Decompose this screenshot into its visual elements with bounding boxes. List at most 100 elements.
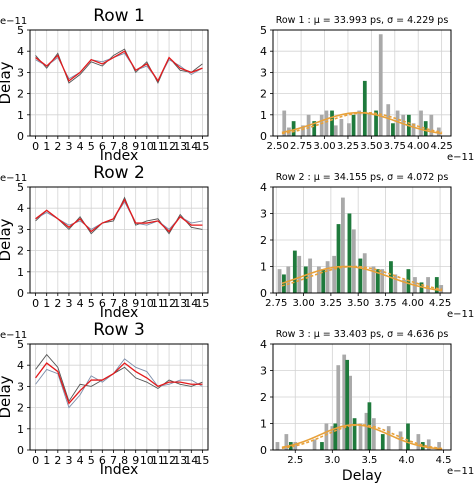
y-tick-label: 4 [17, 202, 24, 215]
histogram-bar-green [321, 269, 326, 293]
y-tick-label: 0 [260, 287, 267, 300]
x-tick-label: 4 [77, 297, 84, 310]
histogram-bar-gray [340, 197, 345, 293]
x-tick-label: 0 [32, 297, 39, 310]
x-tick-label: 2.50 [267, 141, 289, 152]
histogram-bar-gray [416, 434, 421, 450]
x-tick-label: 5 [88, 140, 95, 153]
y-tick-label: 0 [260, 130, 267, 143]
x-tick-label: 9 [132, 140, 139, 153]
x-tick-label: 3 [65, 454, 72, 467]
histogram-bar-green [358, 258, 363, 293]
histogram-bar-gray [325, 261, 330, 293]
x-tick-label: 2.75 [265, 298, 287, 309]
histogram-bar-green [345, 359, 350, 450]
histogram-bar-gray [411, 123, 416, 136]
histogram-bar-gray [342, 354, 347, 450]
x-axis-label: Delay [342, 468, 382, 484]
x-tick-label: 14 [184, 297, 198, 310]
x-tick-label: 13 [173, 297, 187, 310]
y-tick-label: 1 [260, 418, 267, 431]
histogram-row-2: 0 1 2 3 4 2.75 3.00 3.25 3.50 3.75 4.00 4.25e−11 Row… [260, 172, 474, 320]
y-tick-label: 5 [17, 181, 24, 194]
y-tick-label: 0 [260, 444, 267, 457]
x-tick-label: 3.5 [361, 455, 377, 466]
y-tick-label: 5 [17, 338, 24, 351]
x-tick-label: 3.75 [374, 298, 396, 309]
histogram-bar-green [320, 442, 324, 450]
x-tick-label: 2.75 [290, 141, 312, 152]
x-tick-label: 7 [110, 140, 117, 153]
x-tick-label: 0 [32, 140, 39, 153]
histogram-bar-gray [351, 229, 356, 293]
histogram-bar-green [291, 121, 296, 136]
y-tick-label: 4 [260, 181, 267, 194]
fit-curve-line [281, 424, 443, 450]
histogram-bar-gray [312, 439, 317, 450]
histogram-bar-gray [301, 125, 305, 136]
x-tick-label: 15 [195, 140, 209, 153]
y-tick-label: 2 [17, 88, 24, 101]
y-tick-label: 1 [17, 109, 24, 122]
histogram-bar-green [391, 123, 395, 136]
histogram-bar-green [362, 80, 367, 136]
histogram-bar-gray [386, 104, 391, 136]
histogram-bar-gray [426, 439, 431, 450]
histogram-bar-gray [398, 431, 403, 450]
histogram-bar-green [336, 224, 341, 293]
histogram-bar-gray [319, 114, 324, 136]
y-tick-label: 0 [17, 287, 24, 300]
histogram-bar-gray [347, 123, 351, 136]
y-tick-label: 1 [260, 261, 267, 274]
histogram-bar-gray [367, 112, 372, 136]
x-tick-label: 14 [184, 140, 198, 153]
x-tick-label: 10 [140, 297, 154, 310]
x-tick-label: 3.00 [292, 298, 314, 309]
y-tick-label: 3 [17, 380, 24, 393]
x-tick-label: 12 [162, 454, 176, 467]
x-tick-label: 4.25 [430, 141, 452, 152]
chart-title: Row 3 : μ = 33.403 ps, σ = 4.636 ps [276, 329, 449, 340]
histogram-bar-gray [286, 266, 291, 293]
histogram-bar-gray [429, 114, 434, 136]
histogram-bar-gray [275, 442, 280, 450]
y-tick-label: 2 [17, 245, 24, 258]
histogram-bar-green [423, 121, 428, 136]
y-tick-label: 4 [260, 45, 267, 58]
histogram-bar-green [352, 418, 357, 450]
x-tick-label: 4.5 [436, 455, 452, 466]
histogram-bar-gray [324, 110, 329, 136]
x-tick-label: 4 [77, 140, 84, 153]
histogram-bar-gray [348, 375, 352, 450]
y-axis-label: Delay [0, 375, 14, 418]
histogram-bar-gray [395, 110, 400, 136]
x-exponent-label: e−11 [447, 466, 474, 477]
histogram-row-1: 0 1 2 3 4 5 2.50 2.75 3.00 3.25 3.50 3.75 4.00 4.25e−… [260, 15, 474, 163]
x-tick-label: 15 [195, 297, 209, 310]
y-exponent-label: e−11 [0, 330, 27, 341]
x-tick-label: 9 [132, 297, 139, 310]
histogram-bar-gray [358, 423, 363, 450]
chart-title: Row 2 : μ = 34.155 ps, σ = 4.072 ps [276, 172, 449, 183]
x-tick-label: 11 [151, 454, 165, 467]
histogram-bar-gray [402, 279, 406, 293]
x-tick-label: 3.25 [320, 298, 342, 309]
x-tick-label: 3.50 [347, 298, 369, 309]
y-tick-label: 2 [260, 391, 267, 404]
histogram-bar-green [292, 250, 297, 293]
histogram-row-3: 0 1 2 3 4 2.5 3.0 3.5 4.0 4.5e−11 Row 3 : μ = 33.4… [260, 329, 474, 484]
histogram-bar-gray [297, 255, 302, 293]
series-line-3 [35, 198, 203, 233]
plot-frame [29, 29, 209, 137]
histogram-bar-gray [357, 110, 362, 136]
fit-curve-line [281, 111, 443, 135]
histogram-bar-gray [282, 110, 287, 136]
series-line-3 [35, 362, 203, 405]
histogram-bar-gray [362, 253, 367, 293]
histogram-bar-gray [426, 277, 430, 293]
x-tick-label: 8 [121, 297, 128, 310]
x-tick-label: 3.0 [324, 455, 340, 466]
y-tick-label: 0 [17, 130, 24, 143]
fit-curve-line [281, 265, 443, 291]
x-exponent-label: e−11 [447, 152, 474, 163]
